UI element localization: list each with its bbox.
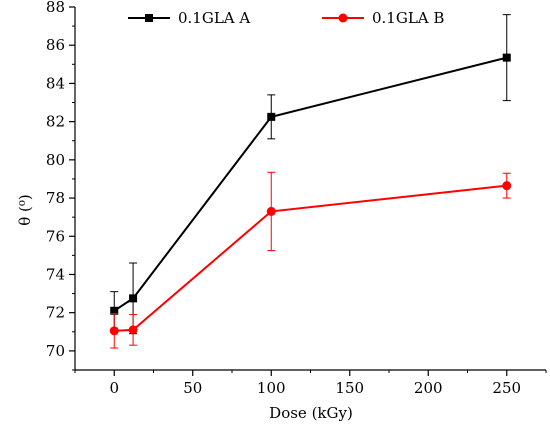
legend: 0.1GLA A 0.1GLA B (128, 9, 444, 27)
y-axis-title: θ (⁰) (16, 194, 34, 226)
axes: 0 50 100 150 200 250 70 72 74 76 78 80 82 84 86 88 (46, 0, 547, 397)
y-tick-label: 76 (46, 227, 65, 245)
data-point (109, 326, 119, 336)
series-1 (110, 14, 511, 335)
y-tick-label: 72 (46, 304, 65, 322)
series-line (114, 184, 507, 332)
y-tick-label: 86 (46, 36, 65, 54)
series-2 (109, 171, 512, 349)
legend-marker (145, 14, 153, 22)
data-point (128, 325, 138, 335)
y-tick-label: 88 (46, 0, 65, 16)
x-tick-label: 50 (183, 379, 202, 397)
data-point (266, 206, 276, 216)
series-line (113, 56, 507, 312)
x-tick-label: 200 (414, 379, 443, 397)
x-tick-label: 250 (492, 379, 521, 397)
y-tick-label: 78 (46, 189, 65, 207)
y-tick-label: 74 (46, 265, 65, 283)
legend-item-2: 0.1GLA B (322, 9, 444, 27)
data-point (129, 294, 138, 303)
data-point (267, 112, 276, 121)
x-tick-label: 0 (109, 379, 119, 397)
data-point (110, 306, 119, 315)
series-layer (109, 14, 512, 349)
y-tick-label: 82 (46, 113, 65, 131)
legend-label: 0.1GLA A (178, 9, 250, 27)
data-point (502, 53, 511, 62)
legend-label: 0.1GLA B (372, 9, 444, 27)
legend-marker (338, 13, 348, 23)
y-tick-label: 70 (46, 342, 65, 360)
y-tick-label: 80 (46, 151, 65, 169)
x-tick-label: 150 (335, 379, 364, 397)
legend-item-1: 0.1GLA A (128, 9, 250, 27)
y-tick-label: 84 (46, 74, 65, 92)
data-point (502, 181, 512, 191)
x-tick-label: 100 (257, 379, 286, 397)
x-axis-title: Dose (kGy) (269, 404, 353, 422)
